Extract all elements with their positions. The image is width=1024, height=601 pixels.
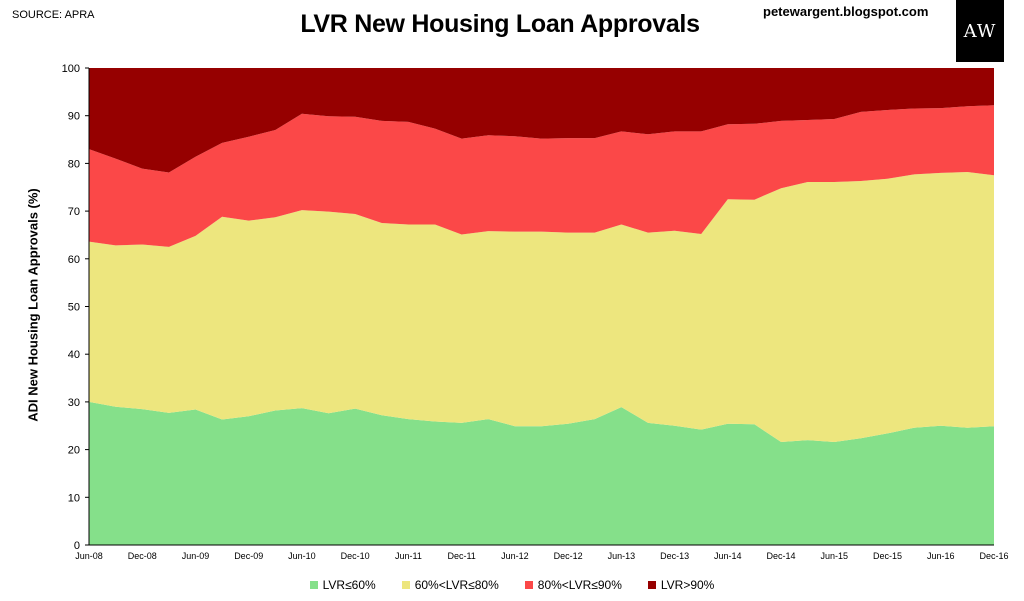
area-series-2 [89,105,994,247]
x-tick-label: Dec-12 [554,551,583,561]
legend-swatch [309,581,318,589]
legend: LVR≤60% 60%<LVR≤80% 80%<LVR≤90% LVR>90% [0,578,1024,592]
y-tick-label: 80 [68,158,80,170]
area-series-3 [89,68,994,173]
legend-swatch [401,581,410,589]
y-tick-label: 40 [68,349,80,361]
y-tick-label: 60 [68,254,80,266]
y-tick-label: 70 [68,206,80,218]
y-tick-label: 30 [68,397,80,409]
area-series-group [89,68,994,545]
x-tick-label: Dec-10 [341,551,370,561]
x-tick-label: Jun-13 [608,551,636,561]
x-tick-label: Jun-10 [288,551,316,561]
x-tick-label: Jun-16 [927,551,955,561]
y-tick-label: 10 [68,492,80,504]
aw-logo: AW [956,0,1004,62]
legend-swatch [647,581,656,589]
legend-label: 80%<LVR≤90% [537,578,622,592]
x-tick-label: Jun-14 [714,551,742,561]
x-tick-label: Dec-09 [234,551,263,561]
legend-label: LVR≤60% [322,578,376,592]
x-tick-label: Dec-15 [873,551,902,561]
legend-label: 60%<LVR≤80% [414,578,499,592]
x-tick-label: Dec-16 [979,551,1008,561]
x-tick-label: Dec-11 [447,551,475,561]
y-tick-label: 90 [68,111,80,123]
x-tick-label: Jun-08 [75,551,103,561]
legend-swatch [524,581,533,589]
x-tick-label: Dec-08 [128,551,157,561]
x-tick-label: Dec-14 [767,551,796,561]
y-tick-label: 20 [68,445,80,457]
x-tick-label: Jun-12 [501,551,529,561]
source-label: SOURCE: APRA [12,9,95,21]
legend-item-0: LVR≤60% [309,578,376,592]
chart-title: LVR New Housing Loan Approvals [300,10,700,38]
blog-url: petewargent.blogspot.com [763,4,929,19]
x-tick-label: Jun-15 [821,551,849,561]
x-tick-label: Dec-13 [660,551,689,561]
area-series-0 [89,401,994,545]
y-tick-label: 50 [68,302,80,314]
area-series-1 [89,172,994,442]
x-tick-label: Jun-09 [182,551,210,561]
x-tick-label: Jun-11 [395,551,422,561]
legend-item-3: LVR>90% [647,578,715,592]
legend-item-2: 80%<LVR≤90% [524,578,622,592]
y-tick-label: 0 [74,540,80,552]
legend-label: LVR>90% [660,578,715,592]
axes-group: 0 10 20 30 40 50 60 70 80 90 100 Jun-08 Dec-08 Jun-09… [62,63,1009,561]
y-tick-label: 100 [62,63,80,75]
legend-item-1: 60%<LVR≤80% [401,578,499,592]
